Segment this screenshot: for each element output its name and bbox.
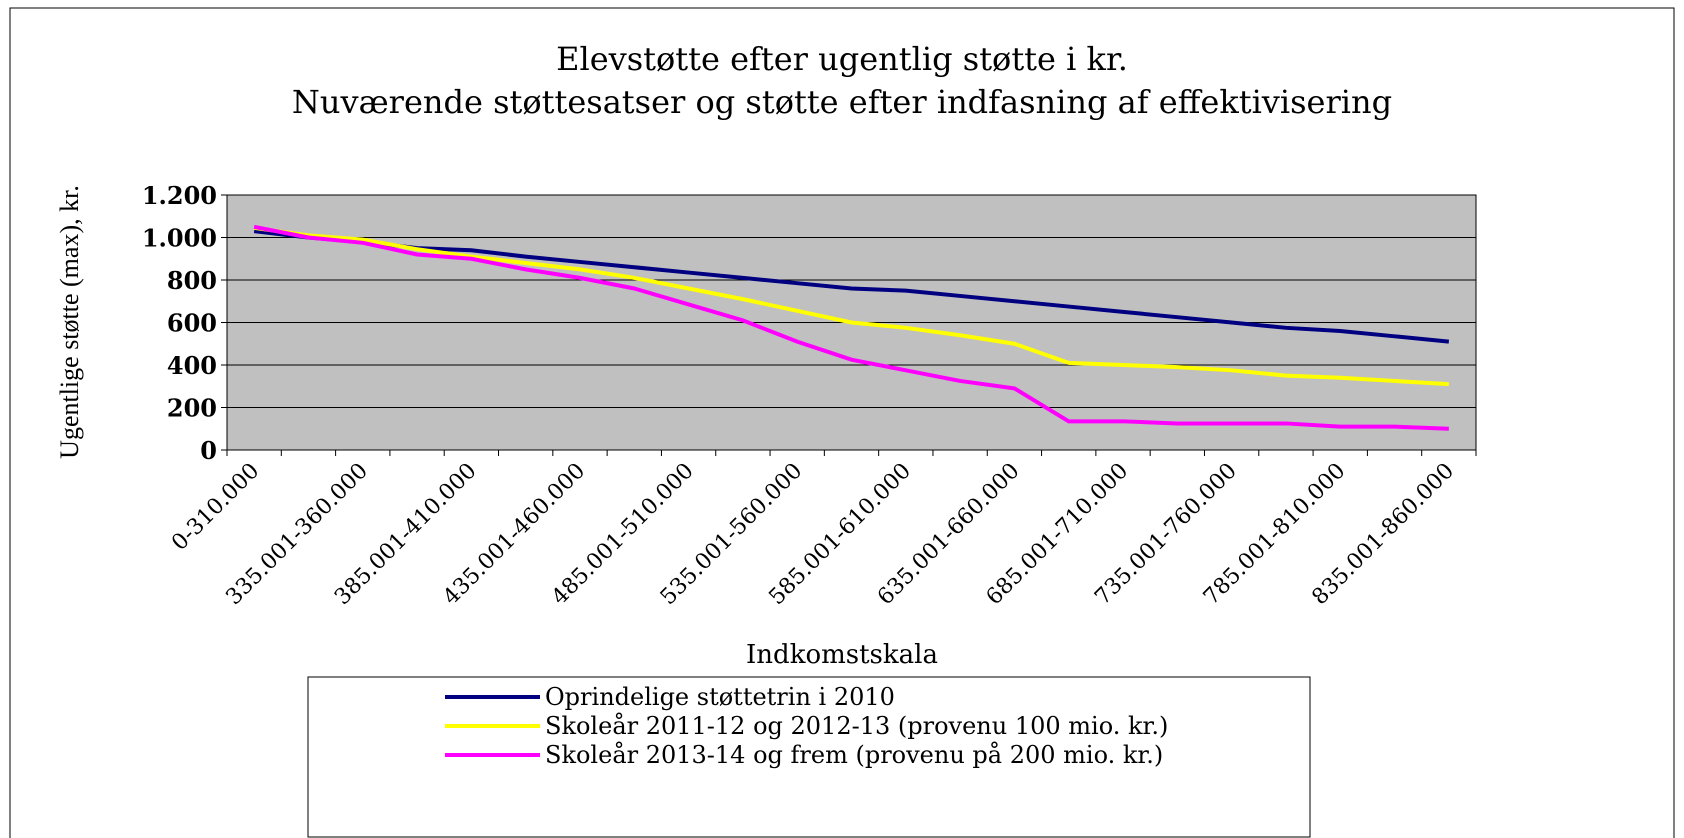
y-tick-label: 1.000 [142,224,217,253]
x-axis-label: Indkomstskala [746,640,938,670]
y-tick-label: 400 [167,351,217,380]
chart-subtitle: Nuværende støttesatser og støtte efter i… [292,83,1392,121]
y-axis-label: Ugentlige støtte (max), kr. [55,185,84,459]
y-tick-label: 800 [167,266,217,295]
legend-label: Skoleår 2011-12 og 2012-13 (provenu 100 … [545,711,1168,740]
chart-title: Elevstøtte efter ugentlig støtte i kr. [556,40,1128,78]
y-tick-label: 0 [200,436,217,465]
series-line [253,225,1449,387]
legend-label: Oprindelige støttetrin i 2010 [545,683,895,711]
y-tick-label: 600 [167,309,217,338]
y-tick-label: 1.200 [142,181,217,210]
legend-label: Skoleår 2013-14 og frem (provenu på 200 … [545,740,1163,769]
series-line [253,224,1449,431]
series-line [253,229,1450,344]
y-tick-label: 200 [167,394,217,423]
